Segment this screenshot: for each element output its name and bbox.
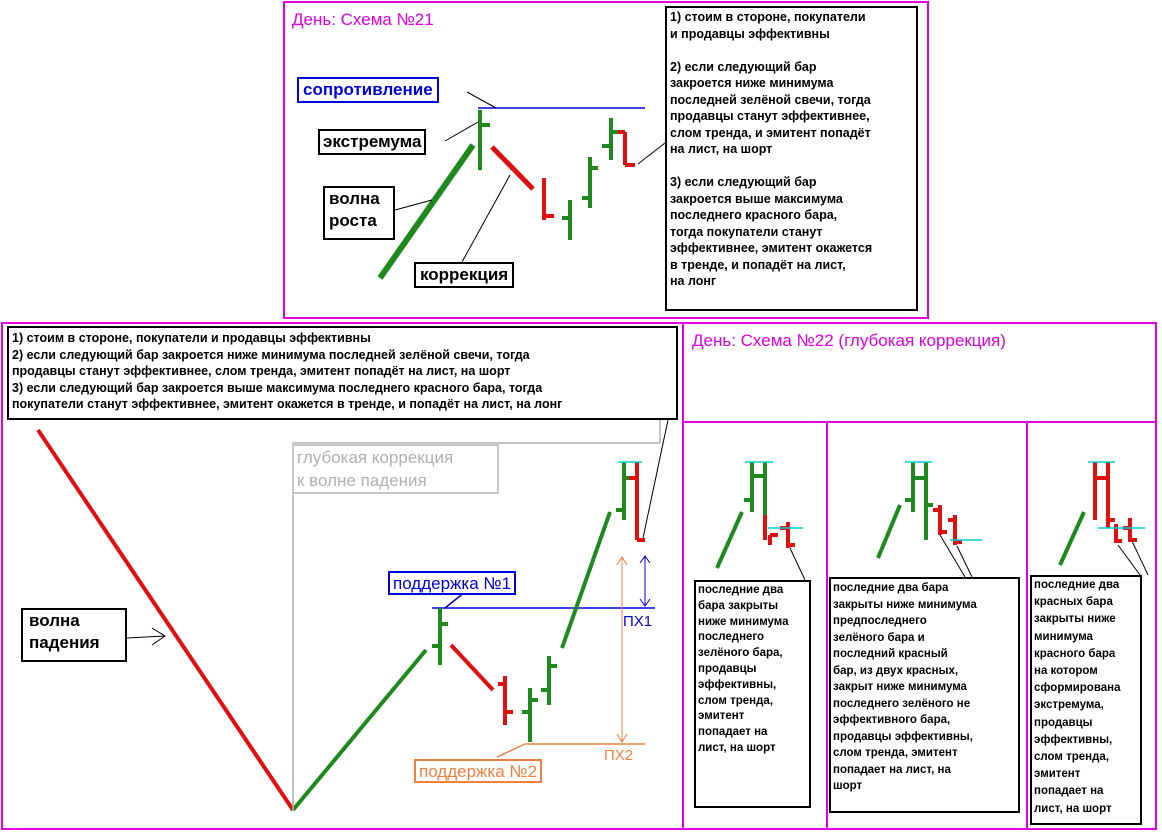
p3-red-bar-3 bbox=[1114, 524, 1122, 543]
fall-wave-pointer bbox=[126, 635, 166, 639]
p2-pointer-1 bbox=[939, 534, 966, 578]
schema22-title: День: Схема №22 (глубокая коррекция) bbox=[692, 331, 1006, 350]
bl-green-bar-2 bbox=[522, 688, 538, 742]
p2-pointer-2 bbox=[956, 545, 973, 578]
green-bar-3 bbox=[602, 118, 620, 160]
schema22-panel3-text: последние два красных бара закрыты ниже … bbox=[1034, 579, 1121, 815]
correction-label: коррекция bbox=[414, 262, 515, 288]
p3-pointer-1 bbox=[1131, 540, 1149, 576]
schema22-panel1-chart bbox=[715, 461, 806, 581]
p1-pointer bbox=[789, 547, 806, 581]
bottom-left-chart bbox=[36, 419, 669, 812]
support2-label: поддержка №2 bbox=[414, 759, 543, 783]
p1-green-bar bbox=[744, 462, 760, 512]
schema22-panel2-text: последние два бара закрыты ниже минимума… bbox=[833, 582, 977, 792]
schema22-panel3-frame bbox=[1026, 421, 1157, 830]
red-bar-2 bbox=[618, 130, 635, 167]
support1-label: поддержка №1 bbox=[388, 571, 517, 595]
bl-notes-box bbox=[7, 326, 678, 420]
schema22-panel1-box bbox=[694, 580, 811, 808]
growth-line-2 bbox=[560, 511, 612, 649]
p3-red-bar-2 bbox=[1100, 462, 1115, 528]
deep-correction-label: глубокая коррекция к волне падения bbox=[292, 444, 499, 494]
schema22-panel2-chart bbox=[876, 461, 982, 578]
green-bar-2 bbox=[582, 157, 598, 208]
fall-wave-arrowhead bbox=[151, 627, 166, 646]
schema21-title: День: Схема №21 bbox=[292, 10, 434, 29]
red-bar-1 bbox=[542, 178, 554, 220]
px1-arrow bbox=[639, 555, 651, 607]
p3-red-bar-4 bbox=[1123, 518, 1137, 542]
p2-growth-line bbox=[876, 504, 902, 559]
p1-growth-line bbox=[715, 511, 744, 569]
px1-label: ПХ1 bbox=[623, 613, 653, 630]
p2-green-bar-1 bbox=[905, 462, 921, 512]
bl-green-bar-4 bbox=[616, 462, 632, 520]
schema22-panel3-chart bbox=[1058, 461, 1149, 576]
p2-green-bar-2 bbox=[918, 462, 933, 540]
p1-red-bar-2 bbox=[768, 522, 795, 548]
fall-wave-label: волна падения bbox=[21, 608, 127, 662]
correction-red-line bbox=[490, 145, 535, 191]
bl-red-bar-1 bbox=[498, 676, 513, 725]
schema21-notes: 1) стоим в стороне, покупатели и продавц… bbox=[670, 10, 873, 288]
bl-red-bar-2 bbox=[629, 462, 645, 542]
bl-green-bar-1 bbox=[432, 608, 448, 665]
schema21-pointers bbox=[394, 91, 666, 263]
growth-line-1 bbox=[291, 648, 428, 812]
green-bar-1 bbox=[562, 200, 572, 240]
bl-notes-pointer bbox=[642, 419, 669, 539]
resistance-label: сопротивление bbox=[297, 77, 439, 103]
p3-pointer-2 bbox=[1117, 544, 1141, 576]
extremum-label: экстремума bbox=[318, 129, 427, 155]
schema21-chart bbox=[377, 91, 666, 280]
fall-wave-line bbox=[36, 428, 295, 812]
p3-growth-line bbox=[1058, 511, 1086, 566]
extremum-green-bar bbox=[478, 110, 490, 170]
growth-wave-line bbox=[377, 143, 476, 280]
schema21-notes-box bbox=[665, 6, 918, 311]
bl-green-bar-3 bbox=[541, 656, 557, 705]
schema22-panel3-box bbox=[1030, 575, 1142, 825]
p2-red-bar-1 bbox=[933, 505, 947, 535]
bl-notes: 1) стоим в стороне, покупатели и продавц… bbox=[12, 331, 563, 411]
schema22-panel1-text: последние два бара закрыты ниже минимума… bbox=[698, 584, 789, 754]
px2-label: ПХ2 bbox=[604, 747, 634, 764]
px2-arrow bbox=[616, 556, 628, 743]
p3-red-bar-1 bbox=[1093, 462, 1103, 520]
schema22-panel2-box bbox=[829, 577, 1020, 813]
growth-wave-label: волна роста bbox=[323, 186, 395, 240]
support2-pointer bbox=[496, 743, 526, 758]
bl-correction-red-line bbox=[449, 643, 495, 692]
schema21-frame bbox=[283, 1, 929, 319]
